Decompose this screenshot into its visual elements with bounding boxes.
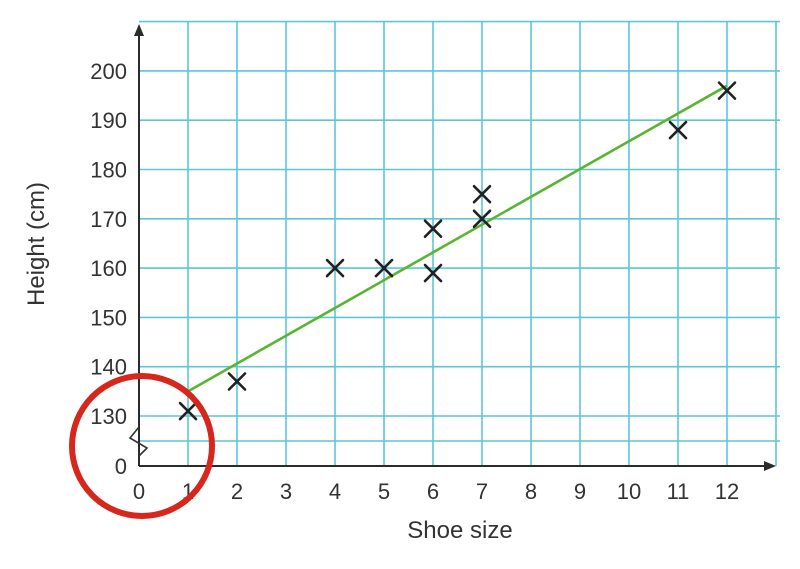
y-tick-label: 150 — [90, 305, 127, 330]
y-tick-label: 130 — [90, 404, 127, 429]
x-axis-title: Shoe size — [407, 517, 512, 544]
data-point — [472, 209, 492, 229]
y-tick-label: 160 — [90, 256, 127, 281]
data-point — [668, 120, 688, 140]
x-axis-arrowhead — [764, 461, 776, 471]
data-point — [472, 184, 492, 204]
trend-line — [187, 84, 728, 393]
y-axis-title: Height (cm) — [23, 182, 50, 306]
x-tick-label: 10 — [617, 479, 641, 504]
data-point — [423, 263, 443, 283]
x-tick-label: 4 — [329, 479, 341, 504]
y-tick-label: 200 — [90, 59, 127, 84]
data-point — [717, 81, 737, 100]
tick-labels: 0 1 2 3 4 5 6 7 8 9 10 11 12013014015016017018019020… — [90, 59, 739, 504]
x-tick-label: 7 — [476, 479, 488, 504]
data-point — [423, 219, 443, 238]
x-tick-label: 2 — [231, 479, 243, 504]
x-tick-label: 5 — [378, 479, 390, 504]
grid — [139, 20, 780, 466]
data-point — [325, 258, 345, 278]
x-tick-label: 8 — [525, 479, 537, 504]
y-tick-label: 0 — [115, 454, 127, 479]
x-tick-label: 6 — [427, 479, 439, 504]
data-points — [178, 81, 737, 421]
y-tick-label: 190 — [90, 108, 127, 133]
y-axis-break — [128, 426, 149, 457]
axes — [134, 24, 776, 471]
y-tick-label: 140 — [90, 355, 127, 380]
y-tick-label: 180 — [90, 158, 127, 183]
data-point — [178, 401, 198, 421]
y-axis-arrowhead — [134, 24, 144, 36]
x-tick-label: 0 — [133, 479, 145, 504]
y-tick-label: 170 — [90, 207, 127, 232]
x-tick-label: 11 — [667, 479, 690, 504]
highlight-circle — [69, 373, 215, 519]
x-tick-label: 12 — [715, 479, 739, 504]
x-tick-label: 9 — [574, 479, 586, 504]
data-point — [227, 372, 247, 391]
data-point — [374, 258, 394, 278]
x-tick-label: 3 — [280, 479, 292, 504]
